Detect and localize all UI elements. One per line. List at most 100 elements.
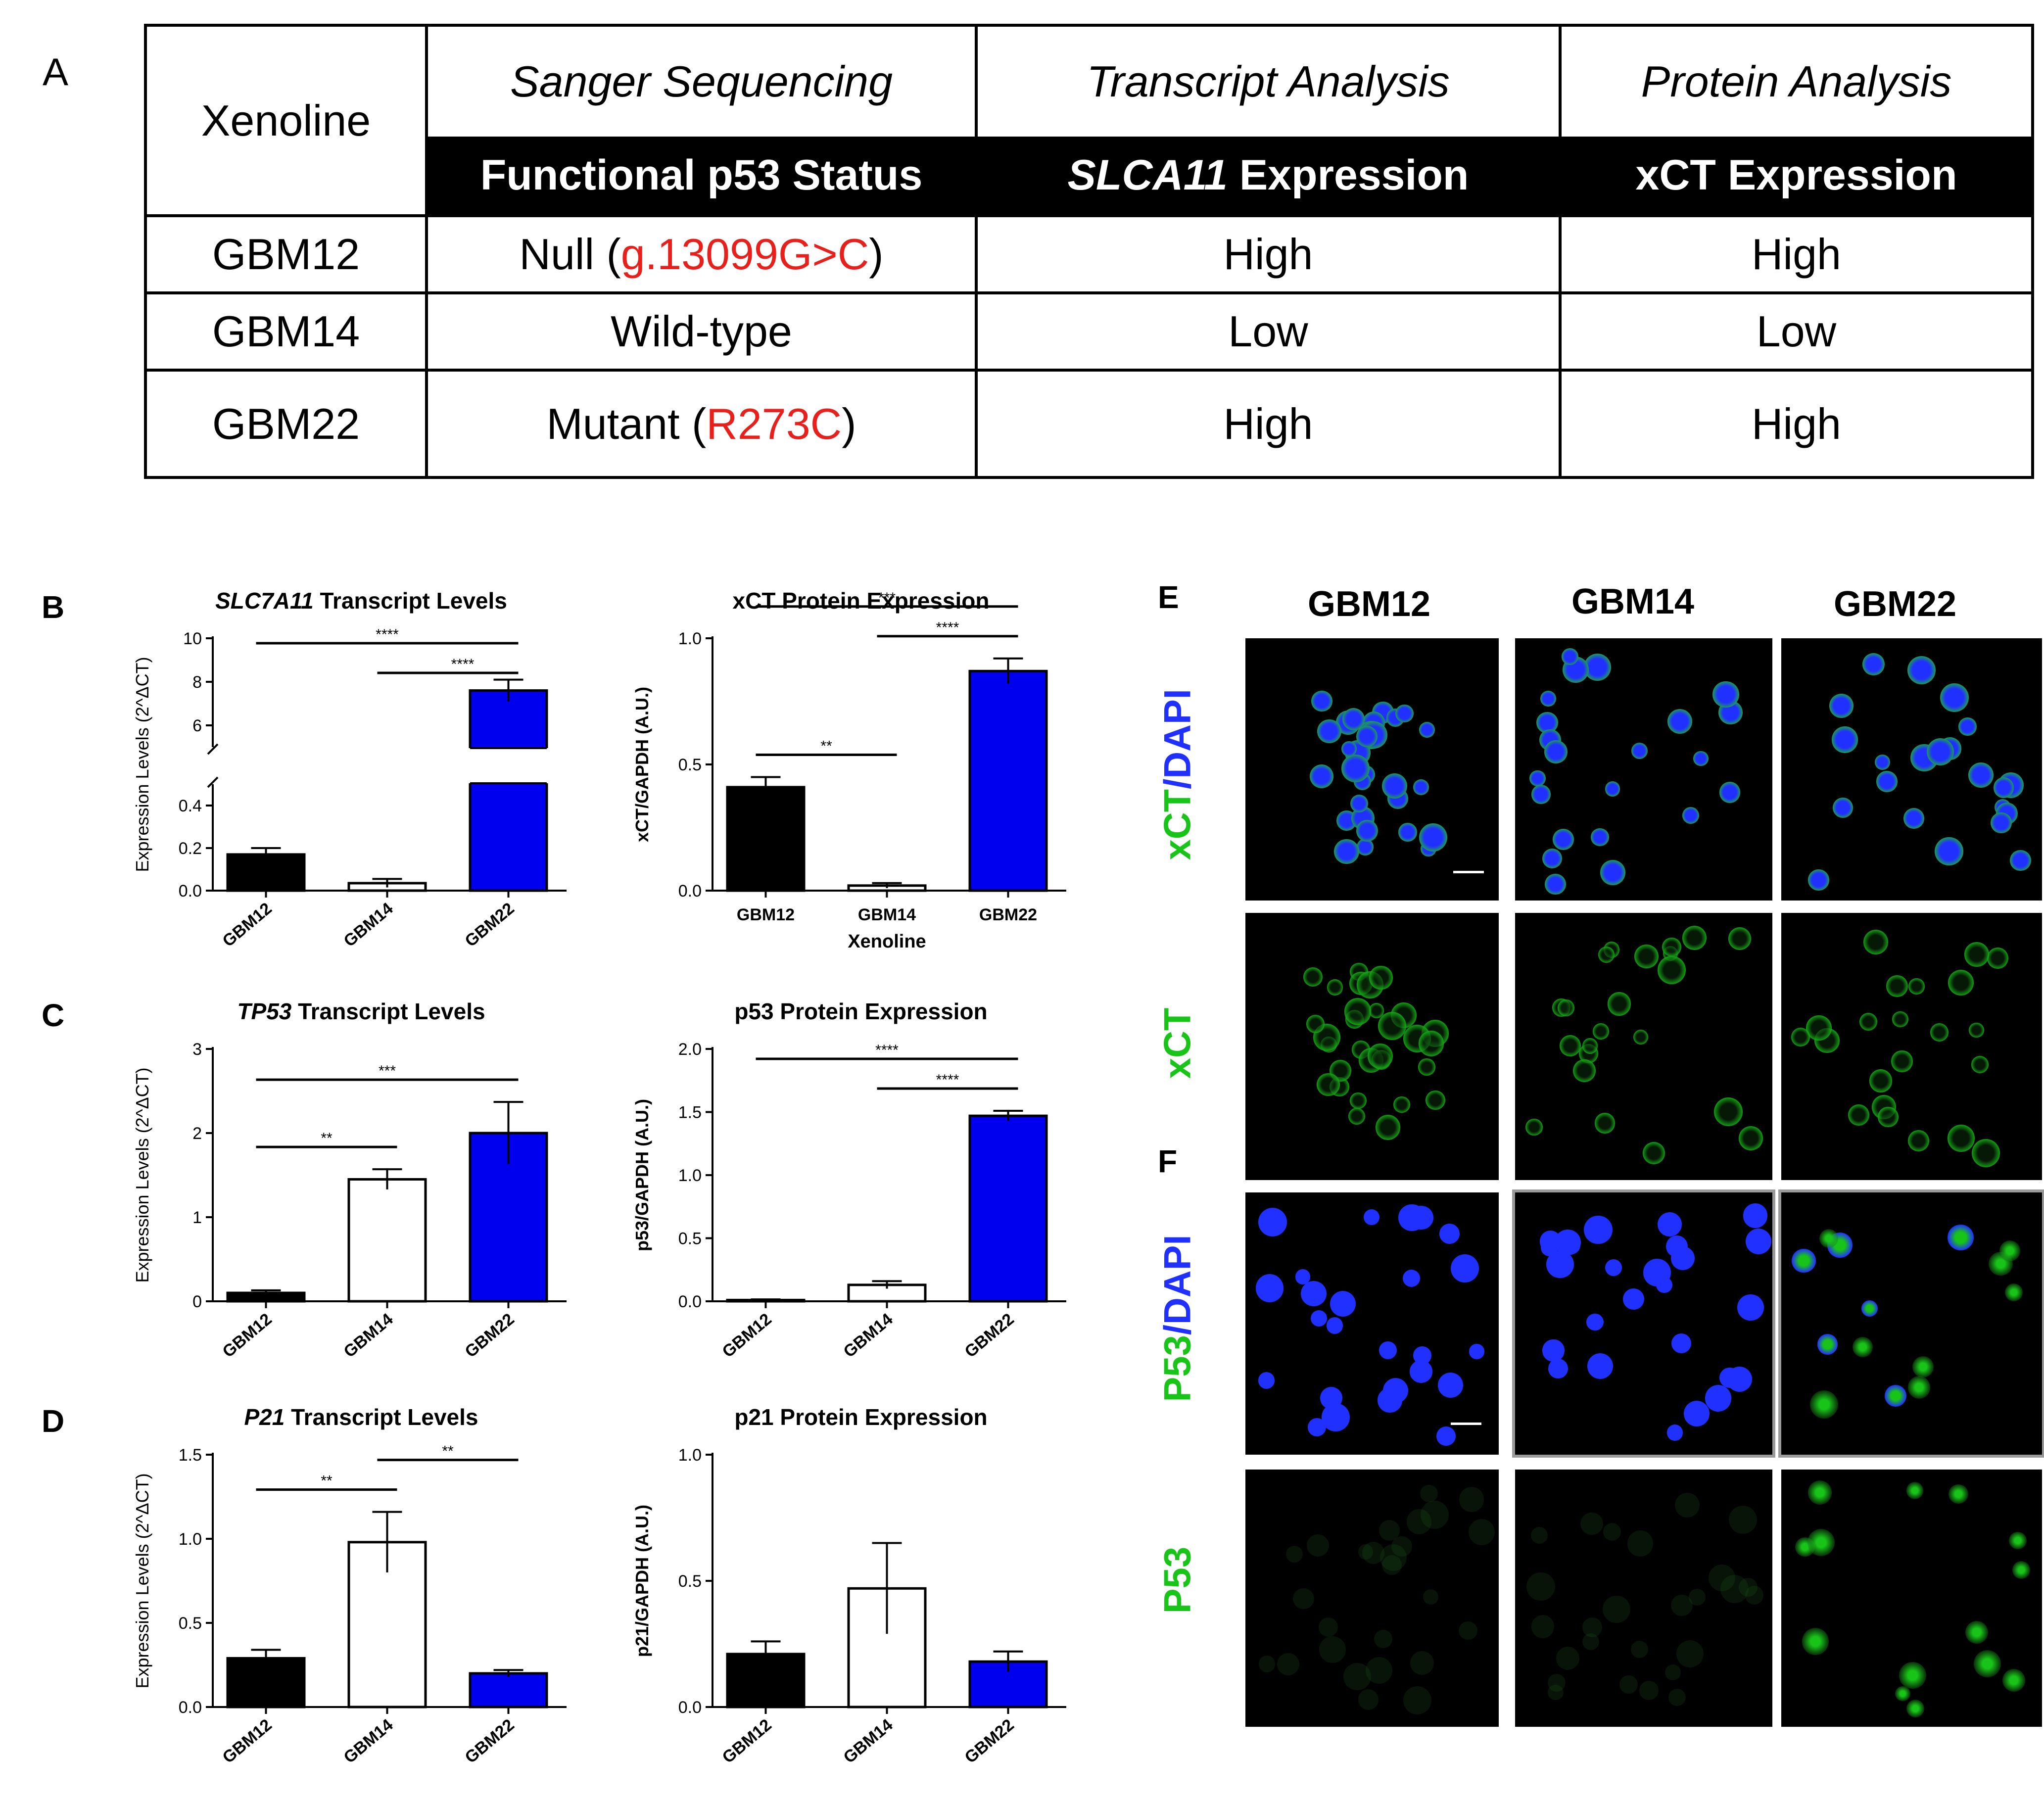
bar-gbm12 <box>726 786 806 892</box>
significance-label: ** <box>321 1130 333 1146</box>
cell-blob <box>1908 1130 1929 1151</box>
y-tick-label: 0 <box>192 1292 202 1311</box>
cell-blob <box>1362 1541 1384 1565</box>
cell-blob <box>1366 1657 1393 1684</box>
significance-label: ** <box>442 1443 454 1460</box>
cell-blob <box>1540 690 1557 707</box>
x-axis-label: Xenoline <box>848 931 926 952</box>
cell-blob <box>1309 764 1334 788</box>
cell-blob <box>1320 1386 1343 1410</box>
micrograph-gbm12-row3 <box>1245 1192 1499 1455</box>
cell-blob <box>1720 1575 1749 1604</box>
cell-blob <box>1382 773 1408 799</box>
row-gbm22-status: Mutant (R273C) <box>546 399 856 448</box>
cell-blob <box>1391 1536 1412 1557</box>
cell-blob <box>1369 966 1393 990</box>
y-tick-label: 1.0 <box>678 1446 702 1465</box>
cell-blob <box>1600 859 1625 885</box>
cell-blob <box>1368 1043 1393 1069</box>
significance-label: ** <box>321 1473 333 1489</box>
panel-letter-f: F <box>1158 1143 1178 1179</box>
y-tick-label: 0.5 <box>678 756 702 774</box>
cell-blob <box>1670 1246 1695 1271</box>
cell-blob <box>1410 1651 1434 1675</box>
chart-title: P21 Transcript Levels <box>244 1404 478 1430</box>
y-axis-label: Expression Levels (2^ΔCT) <box>132 1473 152 1688</box>
axis-break <box>207 776 219 788</box>
cell-blob <box>1548 1684 1564 1701</box>
bar-gbm22 <box>469 689 548 892</box>
cell-blob <box>1906 1482 1924 1499</box>
cell-blob <box>1676 1640 1704 1667</box>
cell-blob <box>1393 1096 1410 1113</box>
cell-blob <box>1530 1526 1548 1544</box>
scale-bar <box>1453 871 1484 873</box>
chart-title: SLC7A11 Transcript Levels <box>215 588 507 614</box>
cell-blob <box>1379 1544 1407 1571</box>
cell-blob <box>2004 1283 2023 1302</box>
cell-blob <box>1436 1426 1456 1446</box>
row-label-xct: xCT <box>1156 1007 1199 1079</box>
scale-bar <box>1451 1423 1481 1425</box>
cell-blob <box>1403 1686 1432 1715</box>
cell-blob <box>2002 1668 2026 1692</box>
row-gbm12-transcript: High <box>1223 230 1313 279</box>
cell-blob <box>1719 1367 1740 1388</box>
cell-blob <box>1969 1022 1984 1038</box>
cell-blob <box>1819 1229 1838 1248</box>
cell-blob <box>1418 1058 1435 1076</box>
cell-blob <box>1807 1528 1835 1557</box>
cell-blob <box>1886 975 1908 997</box>
cell-blob <box>1948 1225 1974 1251</box>
micrograph-gbm22-row4 <box>1781 1470 2042 1727</box>
cell-blob <box>1607 992 1631 1016</box>
y-tick-label: 1.0 <box>678 629 702 648</box>
x-tick-label: GBM14 <box>840 1715 896 1767</box>
cell-blob <box>1729 1505 1758 1534</box>
bar-gbm22 <box>469 1672 548 1709</box>
cell-blob <box>1633 1029 1649 1044</box>
cell-blob <box>1544 740 1568 764</box>
cell-blob <box>1553 828 1574 850</box>
significance-label: **** <box>936 1072 959 1088</box>
cell-blob <box>1947 1124 1975 1152</box>
cell-blob <box>1582 1633 1600 1650</box>
micrograph-gbm22-row3 <box>1778 1189 2044 1458</box>
micrograph-gbm14-row3 <box>1512 1189 1775 1458</box>
micrograph-gbm14-row2 <box>1515 913 1772 1180</box>
cell-blob <box>1584 1215 1613 1244</box>
cell-blob <box>1708 1565 1735 1592</box>
row-gbm22-protein: High <box>1752 399 1841 448</box>
cell-blob <box>1356 726 1378 747</box>
cell-blob <box>1526 1572 1555 1601</box>
cell-blob <box>2009 850 2031 871</box>
cell-blob <box>1859 1012 1878 1031</box>
cell-blob <box>1603 1595 1631 1623</box>
cell-blob <box>1627 1530 1653 1557</box>
x-tick-label: GBM22 <box>461 1715 518 1767</box>
x-tick-label: GBM22 <box>461 899 518 950</box>
cell-blob <box>1323 1412 1342 1431</box>
significance-label: **** <box>875 1042 899 1058</box>
cell-blob <box>1605 781 1620 797</box>
cell-blob <box>1378 1012 1407 1041</box>
row-gbm22-xenoline: GBM22 <box>212 399 360 448</box>
cell-blob <box>1277 1653 1299 1675</box>
cell-blob <box>1529 770 1546 787</box>
cell-blob <box>1667 709 1692 734</box>
cell-blob <box>1639 1681 1659 1701</box>
cell-blob <box>1935 837 1963 866</box>
cell-blob <box>1402 1270 1420 1287</box>
cell-blob <box>1806 1015 1832 1041</box>
chart-title: xCT Protein Expression <box>733 588 990 614</box>
cell-blob <box>1572 1059 1596 1082</box>
y-tick-label: 1.0 <box>179 1530 202 1549</box>
cell-blob <box>1603 1523 1621 1541</box>
col-label-gbm22: GBM22 <box>1833 584 1957 624</box>
cell-blob <box>1631 1641 1648 1659</box>
cell-blob <box>1809 1390 1839 1419</box>
cell-blob <box>1326 1317 1343 1334</box>
micrograph-gbm14-row1 <box>1515 638 1772 901</box>
cell-blob <box>1631 742 1648 759</box>
col-label-gbm14: GBM14 <box>1571 582 1695 621</box>
